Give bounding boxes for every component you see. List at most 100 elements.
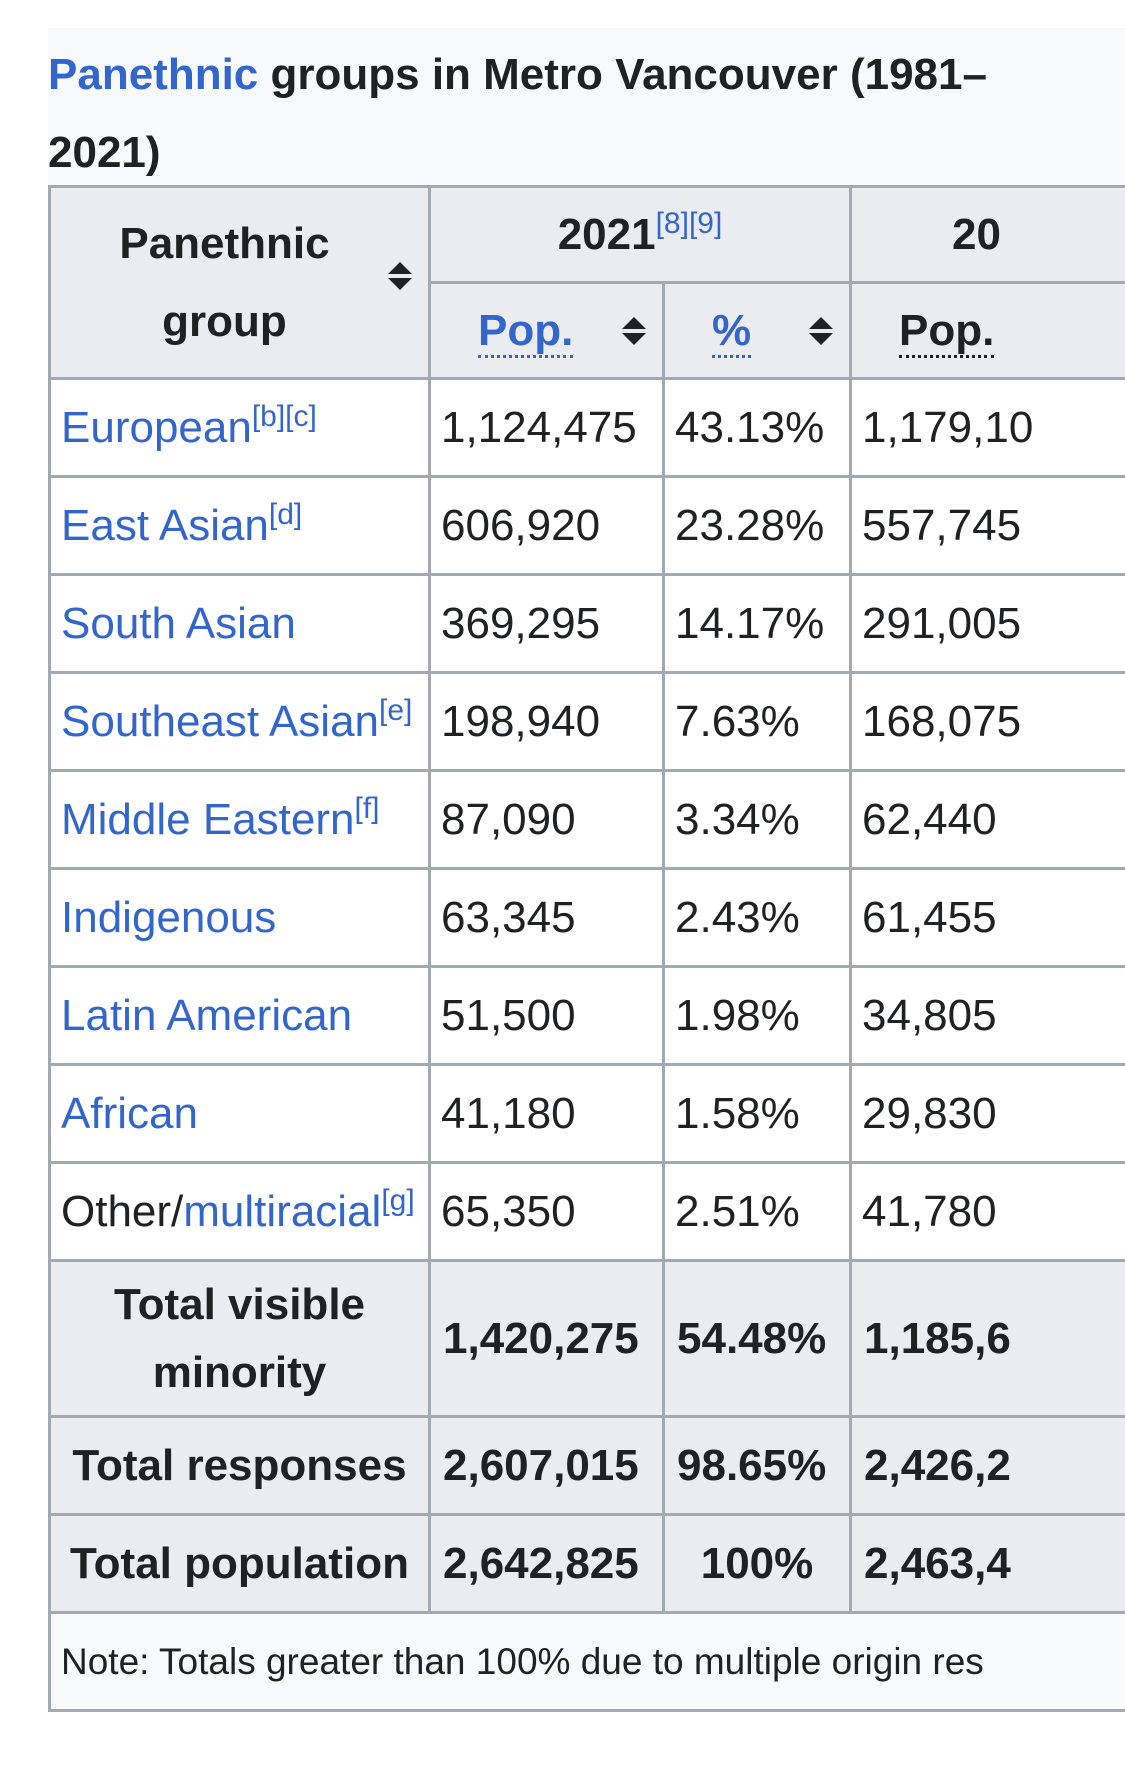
caption-text-line2: 2021) xyxy=(48,128,161,177)
table-row: East Asian[d] 606,920 23.28% 557,745 xyxy=(48,475,1125,576)
pop-cell: 369,295 xyxy=(428,573,665,674)
group-link[interactable]: African xyxy=(61,1088,198,1138)
table-row: Southeast Asian[e] 198,940 7.63% 168,075 xyxy=(48,671,1125,772)
table-row: Other/multiracial[g] 65,350 2.51% 41,780 xyxy=(48,1161,1125,1262)
total-label: Total responses xyxy=(48,1415,431,1516)
total-row: Total visible minority 1,420,275 54.48% … xyxy=(48,1259,1125,1418)
footnote-ref[interactable]: [f] xyxy=(354,791,380,825)
group-name-cell: Indigenous xyxy=(48,867,431,968)
total-percent-cell: 54.48% xyxy=(661,1259,853,1418)
percent-cell: 23.28% xyxy=(661,475,853,576)
header-group-line1: Panethnic xyxy=(119,218,330,268)
table-row: Latin American 51,500 1.98% 34,805 xyxy=(48,965,1125,1066)
total-pop-cell: 1,420,275 xyxy=(428,1259,665,1418)
total-pop-next-cell: 1,185,6 xyxy=(849,1259,1125,1418)
percent-abbr[interactable]: % xyxy=(712,305,752,358)
pop-next-cell: 291,005 xyxy=(849,573,1125,674)
table-row: European[b][c] 1,124,475 43.13% 1,179,10 xyxy=(48,377,1125,478)
pop-next-cell: 1,179,10 xyxy=(849,377,1125,478)
caption-text: groups in Metro Vancouver (1981– xyxy=(258,50,987,99)
note-row: Note: Totals greater than 100% due to mu… xyxy=(48,1611,1125,1712)
header-year-2021: 2021[8][9] xyxy=(427,185,853,284)
total-pop-next-cell: 2,426,2 xyxy=(849,1415,1125,1516)
total-pop-cell: 2,607,015 xyxy=(428,1415,665,1516)
percent-cell: 1.98% xyxy=(661,965,853,1066)
header-group-line2: group xyxy=(162,296,287,346)
table-row: Indigenous 63,345 2.43% 61,455 xyxy=(48,867,1125,968)
percent-cell: 1.58% xyxy=(661,1063,853,1164)
pop-cell: 63,345 xyxy=(428,867,665,968)
total-label: Total population xyxy=(48,1513,431,1614)
total-pop-next-cell: 2,463,4 xyxy=(849,1513,1125,1614)
total-label: Total visible minority xyxy=(48,1259,431,1418)
group-link[interactable]: Latin American xyxy=(61,990,353,1040)
percent-cell: 2.43% xyxy=(661,867,853,968)
header-year-refs[interactable]: [8][9] xyxy=(655,206,723,240)
pop-next-cell: 34,805 xyxy=(849,965,1125,1066)
table-viewport[interactable]: Panethnic group 2021[8][9] 20 Pop. % xyxy=(48,185,1125,1745)
group-link[interactable]: multiracial xyxy=(183,1186,382,1236)
pop-next-cell: 61,455 xyxy=(849,867,1125,968)
group-name-cell: European[b][c] xyxy=(48,377,431,478)
group-name-cell: East Asian[d] xyxy=(48,475,431,576)
pop-abbr[interactable]: Pop. xyxy=(478,305,574,358)
group-link[interactable]: Indigenous xyxy=(61,892,277,942)
group-name-prefix: Other/ xyxy=(61,1186,184,1236)
footnote-ref[interactable]: [b][c] xyxy=(251,399,317,433)
group-name-cell: Latin American xyxy=(48,965,431,1066)
pop-cell: 41,180 xyxy=(428,1063,665,1164)
group-name-cell: Middle Eastern[f] xyxy=(48,769,431,870)
header-pop[interactable]: Pop. xyxy=(428,281,665,380)
caption-background xyxy=(48,28,1125,186)
total-label-line2: minority xyxy=(152,1347,327,1397)
note-cell: Note: Totals greater than 100% due to mu… xyxy=(48,1611,1125,1712)
table-row: Middle Eastern[f] 87,090 3.34% 62,440 xyxy=(48,769,1125,870)
percent-cell: 14.17% xyxy=(661,573,853,674)
footnote-ref[interactable]: [e] xyxy=(379,693,413,727)
percent-cell: 2.51% xyxy=(661,1161,853,1262)
header-year-next: 20 xyxy=(849,185,1125,284)
total-pop-cell: 2,642,825 xyxy=(428,1513,665,1614)
table-row: African 41,180 1.58% 29,830 xyxy=(48,1063,1125,1164)
pop-cell: 51,500 xyxy=(428,965,665,1066)
group-link[interactable]: South Asian xyxy=(61,598,296,648)
pop-cell: 1,124,475 xyxy=(428,377,665,478)
total-row: Total responses 2,607,015 98.65% 2,426,2 xyxy=(48,1415,1125,1516)
sort-icon[interactable] xyxy=(622,317,646,347)
percent-cell: 7.63% xyxy=(661,671,853,772)
panethnic-table: Panethnic group 2021[8][9] 20 Pop. % xyxy=(48,185,1125,1712)
group-link[interactable]: Middle Eastern xyxy=(61,794,355,844)
pop-cell: 606,920 xyxy=(428,475,665,576)
group-name-cell: Southeast Asian[e] xyxy=(48,671,431,772)
pop-next-cell: 41,780 xyxy=(849,1161,1125,1262)
sort-icon[interactable] xyxy=(809,317,834,347)
pop-next-cell: 29,830 xyxy=(849,1063,1125,1164)
group-name-cell: South Asian xyxy=(48,573,431,674)
pop-cell: 65,350 xyxy=(428,1161,665,1262)
pop-cell: 198,940 xyxy=(428,671,665,772)
total-percent-cell: 98.65% xyxy=(661,1415,853,1516)
total-row: Total population 2,642,825 100% 2,463,4 xyxy=(48,1513,1125,1614)
percent-cell: 43.13% xyxy=(661,377,853,478)
header-year-label: 2021 xyxy=(557,209,656,259)
header-pop-next[interactable]: Pop. xyxy=(849,281,1125,380)
group-name-cell: Other/multiracial[g] xyxy=(48,1161,431,1262)
header-year-next-label: 20 xyxy=(952,209,1001,259)
table-row: South Asian 369,295 14.17% 291,005 xyxy=(48,573,1125,674)
group-name-cell: African xyxy=(48,1063,431,1164)
total-percent-cell: 100% xyxy=(661,1513,853,1614)
pop-next-abbr[interactable]: Pop. xyxy=(899,305,995,358)
pop-next-cell: 168,075 xyxy=(849,671,1125,772)
sort-icon[interactable] xyxy=(388,262,412,292)
panethnic-link[interactable]: Panethnic xyxy=(48,50,259,99)
header-percent[interactable]: % xyxy=(661,281,853,380)
group-link[interactable]: Southeast Asian xyxy=(61,696,380,746)
group-link[interactable]: East Asian xyxy=(61,500,269,550)
header-panethnic-group[interactable]: Panethnic group xyxy=(48,185,431,380)
pop-next-cell: 62,440 xyxy=(849,769,1125,870)
group-link[interactable]: European xyxy=(61,402,252,452)
footnote-ref[interactable]: [d] xyxy=(268,497,303,531)
percent-cell: 3.34% xyxy=(661,769,853,870)
footnote-ref[interactable]: [g] xyxy=(381,1183,415,1217)
total-label-line1: Total visible xyxy=(113,1279,366,1329)
